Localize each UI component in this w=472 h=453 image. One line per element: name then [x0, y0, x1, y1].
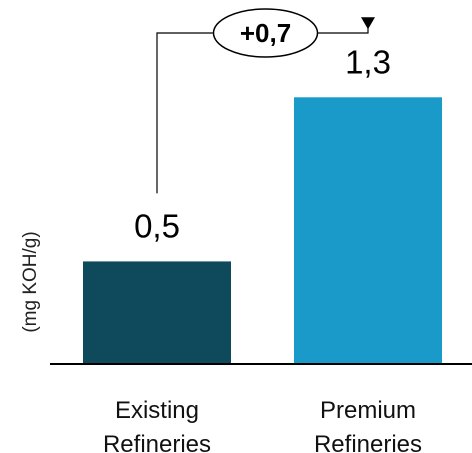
delta-arrowhead	[361, 17, 375, 30]
bar-2	[294, 97, 442, 365]
delta-annotation: +0,7	[156, 8, 375, 194]
value-label-1: 0,5	[134, 207, 180, 244]
value-label-2: 1,3	[345, 43, 391, 80]
bars-group	[83, 97, 442, 365]
bar-1	[83, 261, 231, 364]
category-label-1-line-1: Existing	[115, 397, 199, 424]
delta-label: +0,7	[240, 18, 291, 48]
value-labels-group: 0,5 1,3	[134, 43, 391, 244]
y-axis-title: (mg KOH/g)	[20, 231, 41, 332]
category-label-2-line-2: Refineries	[314, 431, 422, 453]
category-label-2-line-1: Premium	[320, 397, 416, 424]
category-label-1-line-2: Refineries	[103, 431, 211, 453]
category-labels-group: Existing Refineries Premium Refineries	[103, 397, 422, 453]
delta-ellipse	[212, 8, 319, 58]
